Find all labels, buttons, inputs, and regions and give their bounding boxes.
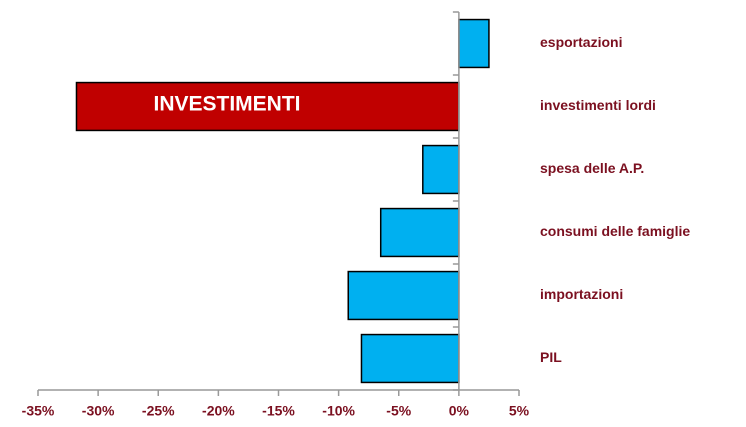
category-label: consumi delle famiglie (540, 223, 690, 239)
category-label: spesa delle A.P. (540, 160, 644, 176)
x-tick-label: -35% (22, 403, 55, 419)
bar (422, 144, 460, 195)
x-tick-label: -10% (322, 403, 355, 419)
bar (458, 18, 490, 69)
annotation: INVESTIMENTI (153, 93, 300, 116)
x-tick-label: -15% (262, 403, 295, 419)
bar (360, 333, 460, 384)
x-tick-label: 5% (509, 403, 530, 419)
bar (347, 270, 460, 321)
category-label: importazioni (540, 286, 623, 302)
category-label: PIL (540, 349, 562, 365)
category-label: investimenti lordi (540, 97, 656, 113)
x-tick-label: -25% (142, 403, 175, 419)
x-tick-label: -5% (386, 403, 411, 419)
x-tick-label: -30% (82, 403, 115, 419)
x-tick-label: 0% (449, 403, 470, 419)
bar (75, 81, 460, 132)
x-tick-label: -20% (202, 403, 235, 419)
category-label: esportazioni (540, 34, 622, 50)
bar (379, 207, 460, 258)
